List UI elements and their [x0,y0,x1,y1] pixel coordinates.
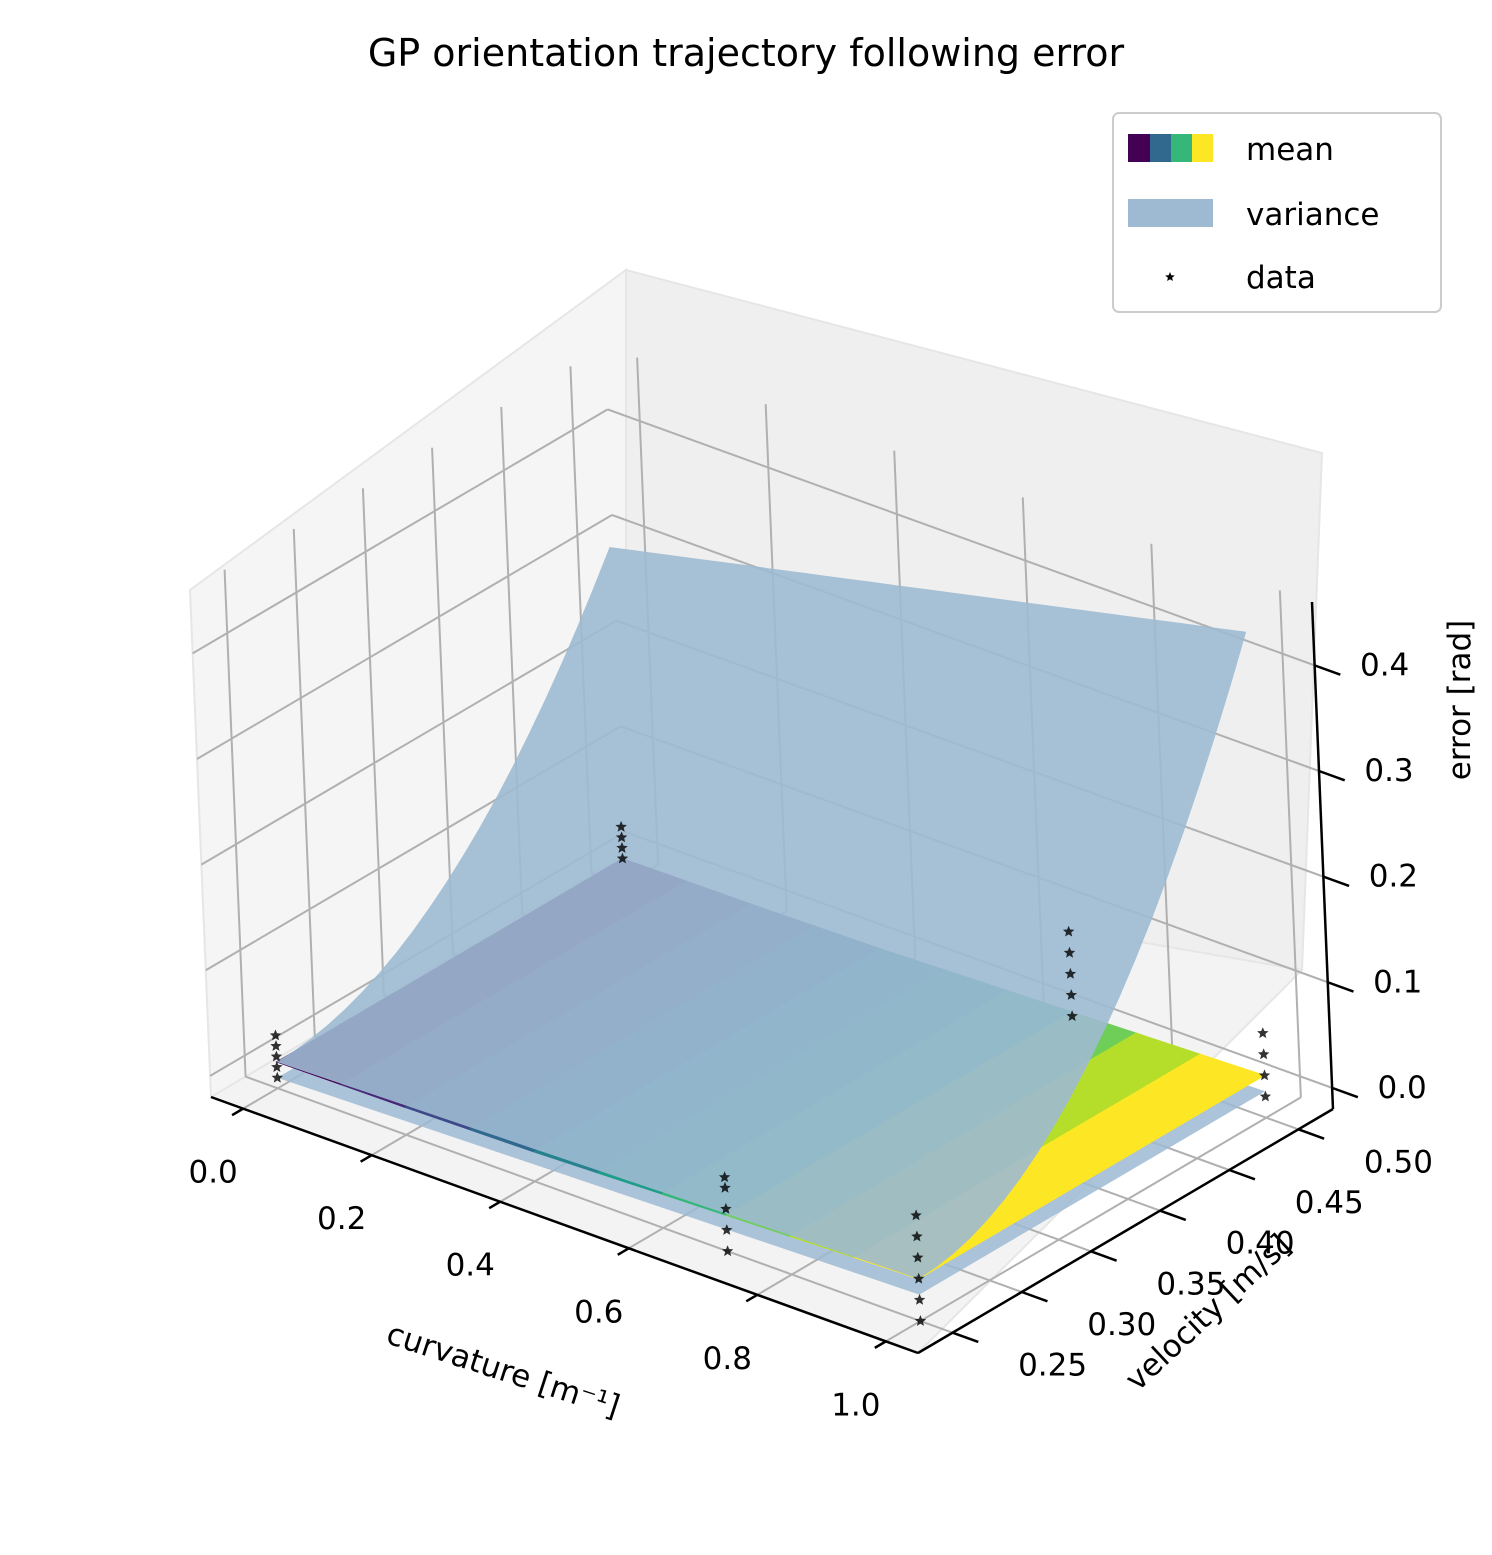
legend-mean-swatch [1128,134,1213,162]
data-point-5-0 [1259,1090,1272,1102]
x-tick-label-2: 0.4 [446,1248,495,1284]
data-point-0-0 [271,1071,283,1083]
data-point-5-2 [1257,1048,1270,1060]
x-tick-label-1: 0.2 [317,1201,366,1237]
y-tick-label-2: 0.35 [1156,1266,1225,1302]
legend-mean-swatch-1 [1128,134,1150,162]
y-tick-5 [1297,1128,1325,1140]
gridline-floor-x-5 [885,1096,1302,1343]
y-tick-2 [1090,1250,1118,1262]
data-point-5-3 [1257,1027,1269,1039]
x-tick-1 [359,1154,373,1163]
data-point-0-1 [271,1061,283,1072]
gridline-floor-y-0 [245,1075,953,1334]
data-point-3-3 [1063,946,1076,958]
variance-upper-surface [276,547,1247,1279]
x-tick-4 [745,1293,758,1303]
y-tick-4 [1228,1168,1256,1181]
data-point-4-2 [913,1272,925,1284]
z-tick-label-1: 0.1 [1373,964,1422,1000]
data-point-2-4 [718,1171,731,1183]
y-axis-line [917,1107,1334,1355]
y-tick-label-5: 0.50 [1364,1144,1433,1180]
data-point-1-1 [616,842,628,853]
legend-data-marker [1165,272,1175,281]
y-tick-label-3: 0.40 [1226,1226,1295,1262]
data-point-3-0 [1066,1010,1078,1021]
data-point-4-4 [911,1230,923,1242]
data-point-2-1 [721,1224,733,1235]
x-tick-label-4: 0.8 [703,1341,752,1377]
legend-mean-swatch-3 [1171,134,1192,162]
x-tick-label-5: 1.0 [831,1387,880,1423]
legend-frame [1112,112,1442,313]
z-tick-label-0: 0.0 [1377,1070,1426,1106]
surface-plot [275,547,1266,1295]
x-tick-3 [617,1247,630,1256]
x-tick-5 [874,1340,887,1349]
data-point-5-1 [1258,1069,1271,1081]
x-axis-line [210,1095,919,1355]
gridline-left-y-0 [223,569,247,1077]
data-point-2-0 [721,1245,734,1257]
data-point-2-3 [719,1181,731,1193]
chart-title: GP orientation trajectory following erro… [368,31,1125,75]
gridline-left-z-3 [196,514,613,760]
data-point-4-1 [913,1293,926,1305]
y-tick-label-1: 0.30 [1087,1307,1156,1343]
z-tick-1 [1327,981,1354,993]
gridline-left-z-4 [192,408,609,655]
data-point-1-0 [616,852,629,864]
y-tick-3 [1159,1209,1187,1222]
data-point-3-1 [1065,989,1077,1000]
z-tick-label-3: 0.3 [1364,753,1413,789]
legend-variance-swatch [1128,199,1213,227]
data-point-1-2 [615,831,628,843]
data-point-0-2 [270,1050,283,1062]
legend: mean variance data [1112,112,1442,313]
z-tick-3 [1318,769,1346,782]
axes: 0.00.20.40.60.81.00.250.300.350.400.450.… [188,601,1433,1423]
y-tick-label-4: 0.45 [1295,1185,1364,1221]
gridline-left-y-2 [361,488,385,996]
z-tick-0 [1331,1086,1359,1099]
data-point-2-2 [720,1203,732,1214]
z-tick-4 [1314,664,1341,676]
gridline-left-z-2 [200,619,617,866]
z-tick-2 [1322,875,1350,888]
data-point-4-5 [910,1209,922,1221]
z-axis-label: error [rad] [1442,620,1478,781]
gridline-left-y-3 [431,447,455,955]
data-point-0-3 [270,1040,282,1051]
data-points [269,820,1272,1326]
data-point-4-0 [914,1315,927,1326]
legend-data-label: data [1246,260,1316,296]
z-tick-label-4: 0.4 [1360,647,1409,683]
legend-mean-swatch-4 [1192,134,1213,162]
y-tick-1 [1021,1290,1048,1303]
y-tick-label-0: 0.25 [1018,1348,1087,1384]
x-tick-0 [231,1107,244,1117]
data-point-4-3 [912,1251,924,1263]
data-point-3-2 [1064,967,1077,979]
x-tick-2 [488,1200,501,1210]
data-point-1-3 [615,820,627,832]
z-tick-label-2: 0.2 [1369,859,1418,895]
gridline-back-x-5 [1278,590,1302,1098]
y-tick-0 [952,1331,979,1344]
data-point-3-4 [1062,925,1075,937]
gridline-left-y-1 [292,528,316,1037]
legend-mean-label: mean [1246,132,1334,168]
x-axis-label: curvature [m⁻¹] [382,1316,624,1425]
z-axis-line [1310,601,1335,1110]
data-point-0-4 [269,1029,282,1041]
gridline-back-z-4 [607,408,1315,667]
x-tick-label-0: 0.0 [188,1155,237,1191]
legend-mean-swatch-2 [1150,134,1171,162]
x-tick-label-3: 0.6 [574,1294,623,1330]
legend-variance-label: variance [1246,197,1379,233]
